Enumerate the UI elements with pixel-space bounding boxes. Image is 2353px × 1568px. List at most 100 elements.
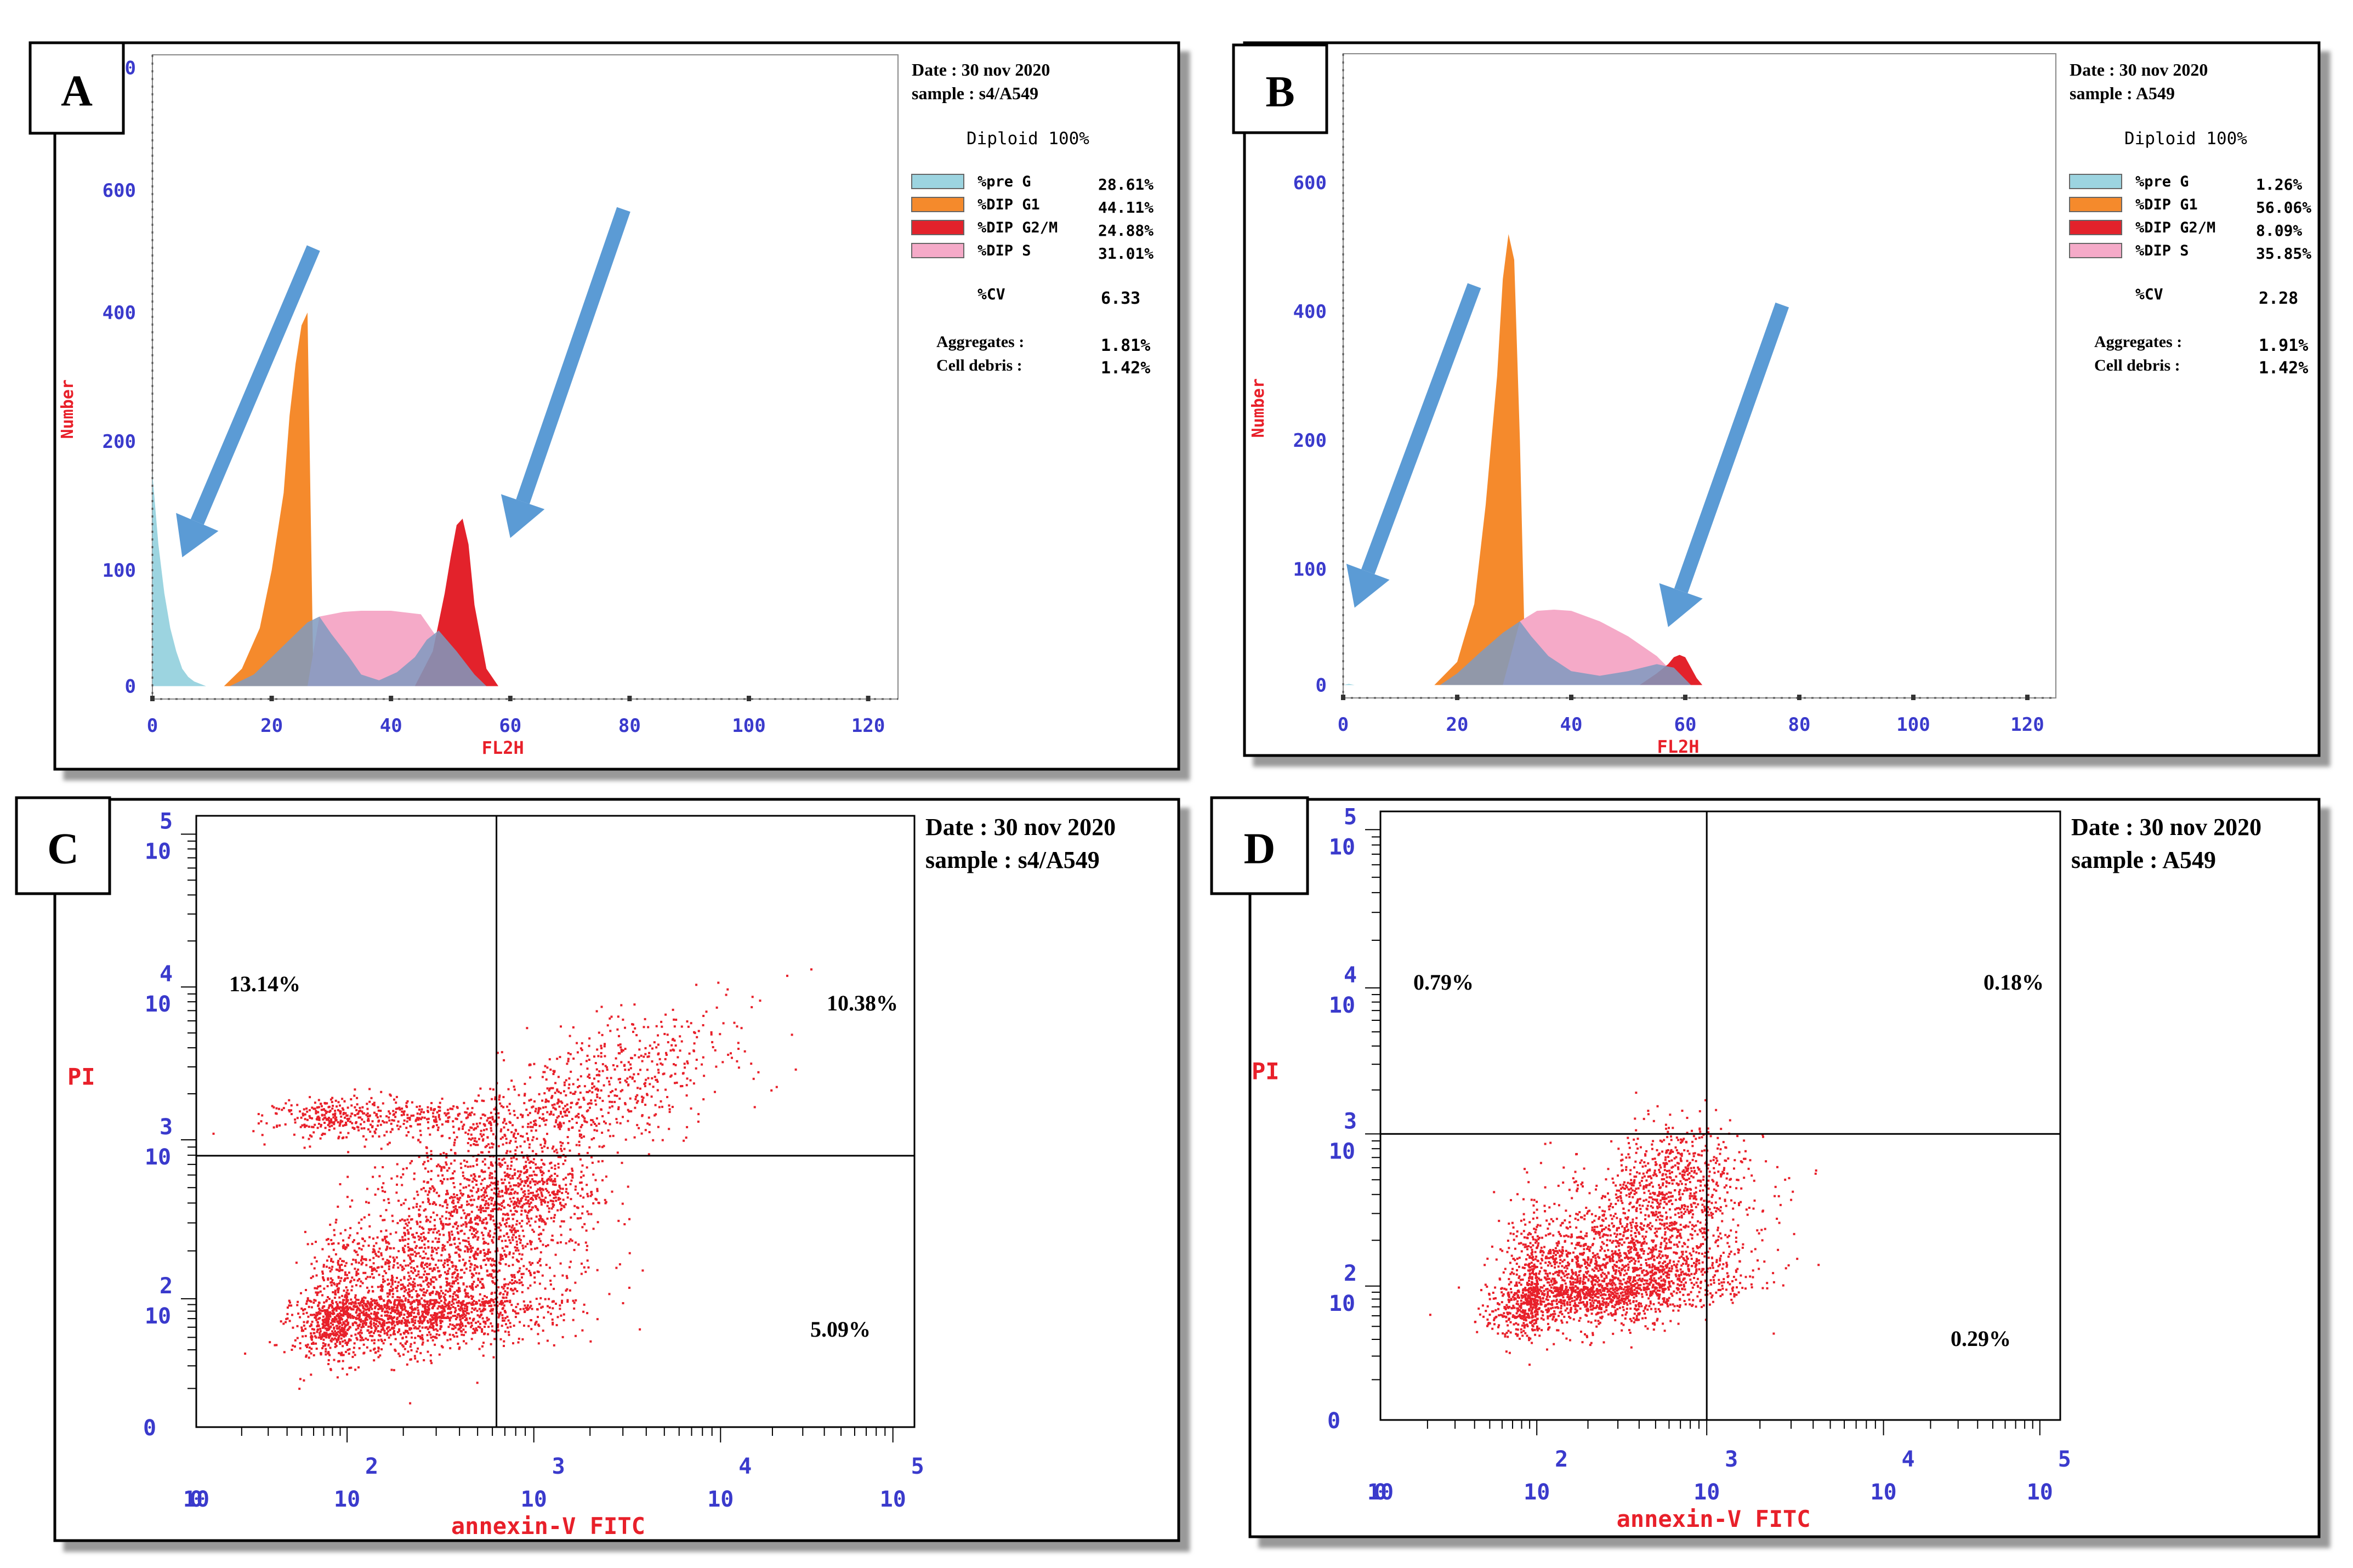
scatter-point	[516, 1243, 518, 1246]
annotation-arrowhead	[176, 513, 219, 558]
scatter-point	[458, 1206, 461, 1209]
annotation-arrowhead	[1346, 564, 1390, 608]
scatter-point	[488, 1146, 491, 1149]
scatter-point	[439, 1274, 442, 1277]
scatter-point	[339, 1306, 342, 1309]
scatter-point	[446, 1112, 448, 1115]
scatter-point	[302, 1136, 304, 1139]
scatter-point	[433, 1202, 436, 1205]
scatter-point	[481, 1113, 484, 1116]
scatter-point	[437, 1163, 440, 1166]
scatter-point	[436, 1129, 439, 1132]
scatter-point	[518, 1202, 521, 1205]
scatter-point	[346, 1196, 349, 1198]
scatter-point	[301, 1328, 304, 1331]
scatter-point	[346, 1373, 349, 1376]
scatter-point	[430, 1228, 433, 1231]
scatter-point	[479, 1250, 482, 1253]
scatter-point	[476, 1163, 479, 1166]
scatter-point	[501, 1314, 504, 1316]
scatter-point	[505, 1192, 508, 1195]
scatter-point	[401, 1306, 403, 1309]
scatter-point	[325, 1300, 328, 1303]
scatter-point	[490, 1308, 493, 1311]
scatter-point	[339, 1333, 342, 1336]
scatter-point	[418, 1247, 421, 1249]
scatter-point	[418, 1213, 420, 1216]
scatter-point	[571, 1169, 574, 1172]
scatter-point	[453, 1311, 456, 1314]
scatter-point	[464, 1304, 467, 1306]
scatter-point	[673, 1039, 676, 1042]
scatter-point	[559, 1304, 561, 1307]
scatter-point	[467, 1178, 469, 1181]
scatter-point	[545, 1098, 548, 1101]
legend-value: 56.06%	[2256, 198, 2311, 217]
scatter-point	[328, 1120, 331, 1123]
scatter-point	[639, 1087, 641, 1090]
scatter-point	[355, 1298, 358, 1301]
scatter-point	[523, 1140, 526, 1143]
scatter-point	[450, 1230, 453, 1233]
scatter-point	[397, 1200, 400, 1202]
scatter-point	[360, 1318, 362, 1321]
scatter-point	[372, 1103, 374, 1106]
scatter-point	[577, 1098, 580, 1101]
scatter-point	[323, 1331, 326, 1334]
scatter-point	[462, 1171, 464, 1174]
scatter-point	[558, 1197, 560, 1200]
scatter-point	[465, 1285, 468, 1288]
scatter-point	[498, 1303, 501, 1305]
scatter-point	[459, 1162, 462, 1165]
scatter-point	[568, 1120, 571, 1122]
scatter-point	[595, 1117, 598, 1120]
scatter-point	[475, 1100, 478, 1103]
scatter-point	[410, 1327, 413, 1330]
scatter-point	[406, 1311, 409, 1314]
scatter-point	[408, 1207, 411, 1210]
scatter-point	[416, 1105, 418, 1108]
scatter-point	[377, 1325, 379, 1327]
scatter-point	[449, 1243, 452, 1246]
scatter-point	[419, 1337, 422, 1340]
scatter-point	[365, 1277, 367, 1280]
scatter-point	[484, 1295, 486, 1297]
sample-text: sample : s4/A549	[912, 83, 1038, 103]
scatter-point	[473, 1143, 475, 1145]
scatter-point	[385, 1272, 388, 1275]
scatter-point	[384, 1236, 387, 1239]
scatter-point	[355, 1261, 357, 1264]
scatter-point	[501, 1182, 504, 1185]
scatter-point	[451, 1276, 454, 1279]
scatter-point	[572, 1057, 575, 1060]
scatter-point	[348, 1338, 351, 1340]
scatter-point	[481, 1231, 484, 1234]
scatter-point	[581, 1124, 583, 1127]
scatter-point	[544, 1065, 547, 1067]
scatter-point	[529, 1197, 532, 1200]
scatter-point	[510, 1131, 513, 1134]
scatter-point	[406, 1316, 409, 1319]
scatter-point	[432, 1318, 435, 1321]
scatter-point	[420, 1111, 423, 1113]
scatter-point	[438, 1270, 441, 1272]
scatter-point	[598, 1031, 600, 1034]
scatter-point	[584, 1270, 587, 1273]
scatter-point	[526, 1132, 528, 1135]
scatter-point	[456, 1194, 458, 1196]
scatter-point	[334, 1308, 337, 1310]
scatter-point	[472, 1186, 475, 1189]
scatter-point	[309, 1134, 311, 1137]
scatter-point	[322, 1118, 325, 1121]
scatter-point	[456, 1209, 458, 1211]
scatter-point	[433, 1188, 436, 1191]
scatter-point	[497, 1316, 500, 1319]
scatter-point	[564, 1110, 566, 1113]
scatter-point	[323, 1101, 326, 1104]
scatter-point	[360, 1326, 363, 1329]
scatter-point	[392, 1333, 395, 1336]
scatter-point	[388, 1265, 390, 1268]
scatter-point	[436, 1165, 438, 1168]
scatter-point	[380, 1340, 383, 1343]
